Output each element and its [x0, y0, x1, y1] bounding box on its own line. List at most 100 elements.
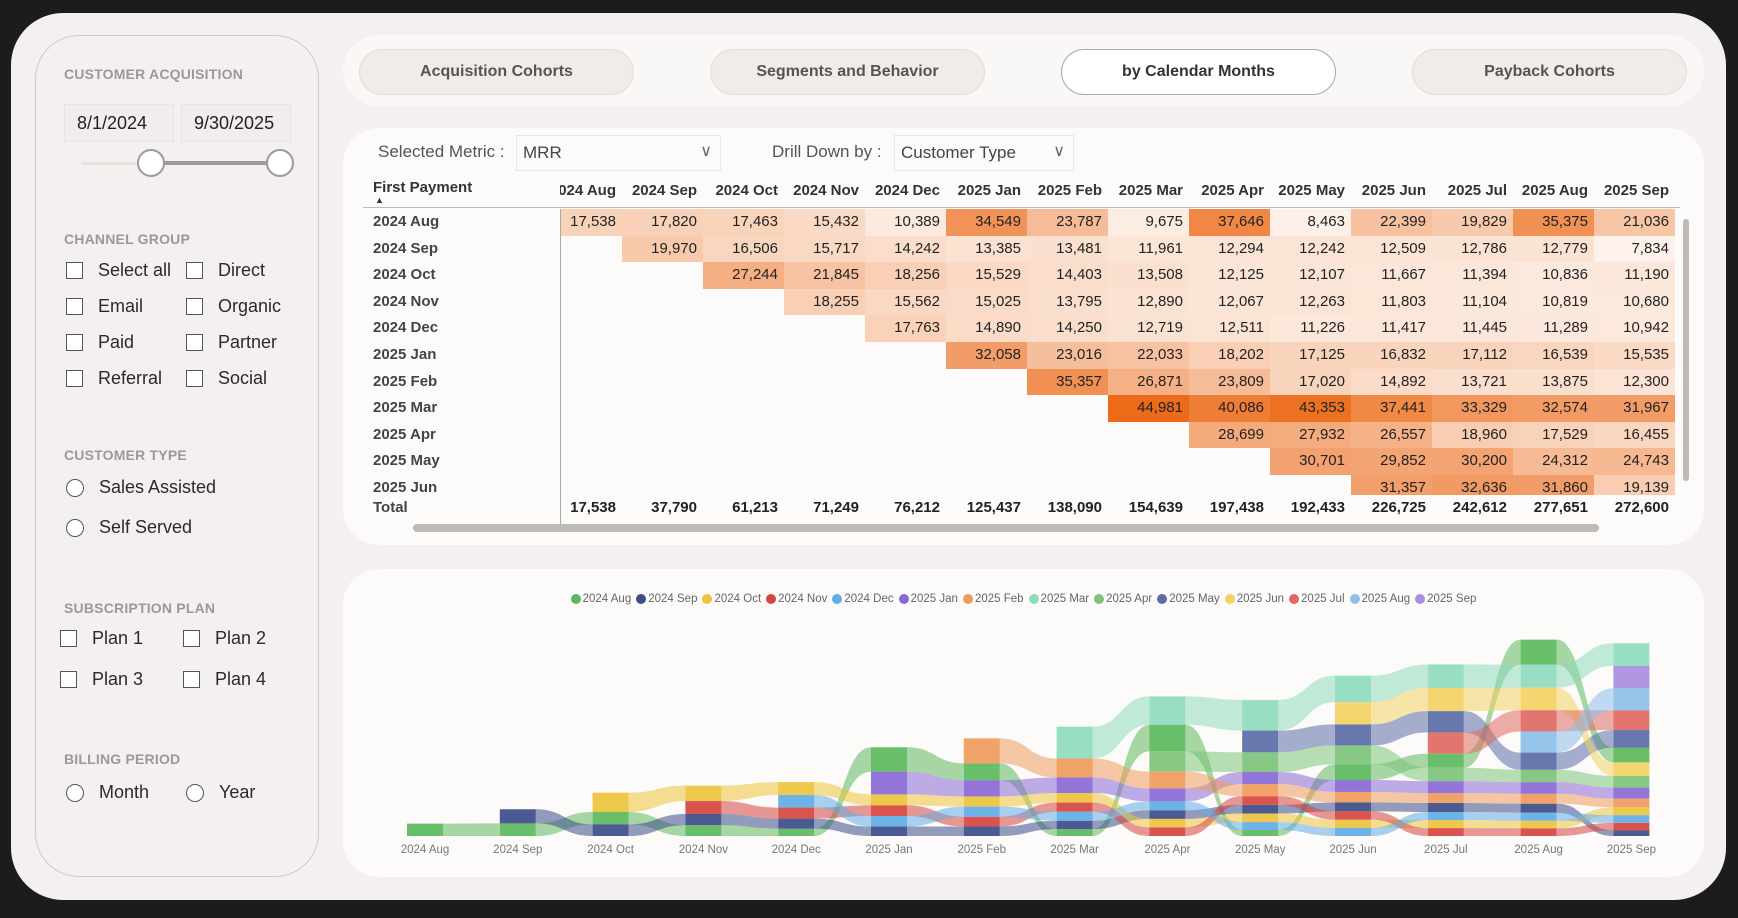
ribbon[interactable] [999, 777, 1057, 797]
ribbon-bar-segment[interactable] [1427, 688, 1464, 712]
ribbon-bar-segment[interactable] [1613, 730, 1650, 748]
table-cell[interactable]: 30,701 [1270, 448, 1351, 475]
table-cell[interactable]: 37,646 [1189, 209, 1270, 236]
table-cell[interactable]: 11,667 [1351, 262, 1432, 289]
ribbon[interactable] [1556, 687, 1614, 776]
plan-1[interactable]: Plan 1 [60, 628, 143, 649]
ribbon-bar-segment[interactable] [1242, 752, 1279, 773]
ribbon[interactable] [1278, 784, 1335, 803]
checkbox-icon[interactable] [66, 370, 83, 387]
table-cell[interactable]: 13,721 [1432, 368, 1513, 396]
table-cell[interactable]: 33,329 [1432, 395, 1513, 422]
ribbon-bar-segment[interactable] [1335, 802, 1371, 812]
ribbon-bar-segment[interactable] [1520, 710, 1557, 732]
ribbon-bar-segment[interactable] [1613, 643, 1650, 666]
table-cell[interactable]: 12,786 [1432, 235, 1513, 263]
table-cell[interactable]: 23,809 [1189, 368, 1270, 396]
ribbon[interactable] [1371, 711, 1428, 746]
table-cell[interactable]: 32,636 [1432, 475, 1513, 495]
table-cell[interactable]: 13,875 [1513, 368, 1594, 396]
customer-type-self-served[interactable]: Self Served [66, 517, 192, 538]
checkbox-icon[interactable] [66, 298, 83, 315]
ribbon-bar-segment[interactable] [1335, 745, 1371, 765]
column-header[interactable]: 2024 Dec [865, 173, 946, 208]
table-cell[interactable]: 11,226 [1270, 315, 1351, 342]
table-cell[interactable]: 21,845 [784, 262, 865, 289]
table-cell[interactable]: 12,242 [1270, 235, 1351, 263]
ribbon[interactable] [907, 794, 964, 807]
ribbon-bar-segment[interactable] [1335, 675, 1371, 703]
ribbon-bar-segment[interactable] [1335, 827, 1371, 836]
ribbon[interactable] [1463, 820, 1521, 829]
table-cell[interactable]: 22,399 [1351, 209, 1432, 236]
table-cell[interactable]: 22,033 [1108, 342, 1189, 369]
ribbon-bar-segment[interactable] [499, 809, 536, 824]
table-cell[interactable]: 23,016 [1027, 342, 1108, 369]
table-cell[interactable]: 13,508 [1108, 262, 1189, 289]
checkbox-icon[interactable] [60, 630, 77, 647]
table-cell[interactable]: 10,680 [1594, 288, 1675, 316]
legend-item[interactable]: 2024 Nov [766, 593, 827, 605]
ribbon-bar-segment[interactable] [1056, 777, 1093, 794]
table-cell[interactable]: 27,932 [1270, 421, 1351, 449]
ribbon-bar-segment[interactable] [963, 763, 1000, 781]
legend-item[interactable]: 2025 Jul [1289, 593, 1345, 605]
ribbon-bar-segment[interactable] [499, 823, 536, 836]
ribbon-bar-segment[interactable] [1613, 815, 1650, 823]
ribbon-bar-segment[interactable] [1427, 767, 1464, 782]
table-cell[interactable]: 23,787 [1027, 209, 1108, 236]
ribbon[interactable] [1371, 664, 1428, 703]
ribbon-bar-segment[interactable] [1335, 811, 1371, 820]
ribbon[interactable] [907, 806, 964, 827]
table-cell[interactable]: 11,417 [1351, 315, 1432, 342]
legend-item[interactable]: 2024 Oct [702, 593, 761, 605]
ribbon-bar-segment[interactable] [1149, 818, 1186, 828]
table-cell[interactable]: 17,538 [560, 209, 622, 236]
vertical-scrollbar[interactable] [1683, 219, 1689, 481]
tab-by-calendar-months[interactable]: by Calendar Months [1061, 49, 1336, 95]
ribbon-bar-segment[interactable] [1149, 724, 1186, 752]
ribbon-bar-segment[interactable] [685, 801, 722, 814]
ribbon[interactable] [1556, 793, 1614, 808]
plan-4[interactable]: Plan 4 [183, 669, 266, 690]
ribbon-bar-segment[interactable] [1613, 775, 1650, 788]
ribbon-bar-segment[interactable] [1056, 793, 1093, 803]
table-cell[interactable]: 12,779 [1513, 235, 1594, 263]
ribbon-bar-segment[interactable] [1242, 830, 1279, 836]
table-cell[interactable]: 12,125 [1189, 262, 1270, 289]
table-cell[interactable]: 13,481 [1027, 235, 1108, 263]
table-cell[interactable]: 16,455 [1594, 421, 1675, 449]
column-header[interactable]: 2024 Oct [703, 173, 784, 208]
ribbon-bar-segment[interactable] [1520, 793, 1557, 804]
table-cell[interactable]: 12,300 [1594, 368, 1675, 396]
ribbon[interactable] [1556, 812, 1614, 823]
ribbon[interactable] [1278, 813, 1335, 828]
column-header[interactable]: 2024 Sep [622, 173, 703, 208]
legend-item[interactable]: 2025 Sep [1415, 593, 1476, 605]
channel-direct[interactable]: Direct [186, 260, 265, 281]
ribbon-bar-segment[interactable] [1520, 820, 1557, 829]
ribbon[interactable] [1463, 781, 1521, 794]
table-cell[interactable]: 19,970 [622, 235, 703, 263]
table-cell[interactable]: 17,763 [865, 315, 946, 342]
table-cell[interactable]: 12,719 [1108, 315, 1189, 342]
radio-icon[interactable] [66, 478, 84, 497]
checkbox-icon[interactable] [60, 671, 77, 688]
ribbon-bar-segment[interactable] [1149, 801, 1186, 811]
end-date-input[interactable]: 9/30/2025 [181, 104, 291, 142]
ribbon-bar-segment[interactable] [1520, 812, 1557, 821]
ribbon-bar-segment[interactable] [1520, 664, 1557, 688]
table-cell[interactable]: 17,463 [703, 209, 784, 236]
ribbon[interactable] [1463, 664, 1521, 689]
table-cell[interactable]: 14,242 [865, 235, 946, 263]
billing-month[interactable]: Month [66, 782, 149, 803]
ribbon[interactable] [1371, 802, 1428, 812]
ribbon-bar-segment[interactable] [1427, 802, 1464, 812]
ribbon[interactable] [999, 738, 1057, 778]
radio-icon[interactable] [186, 783, 204, 802]
ribbon-bar-segment[interactable] [1056, 820, 1093, 830]
ribbon[interactable] [1463, 811, 1521, 821]
ribbon-bar-segment[interactable] [1056, 811, 1093, 821]
column-header[interactable]: 2025 Sep [1594, 173, 1675, 208]
table-cell[interactable]: 24,743 [1594, 448, 1675, 475]
